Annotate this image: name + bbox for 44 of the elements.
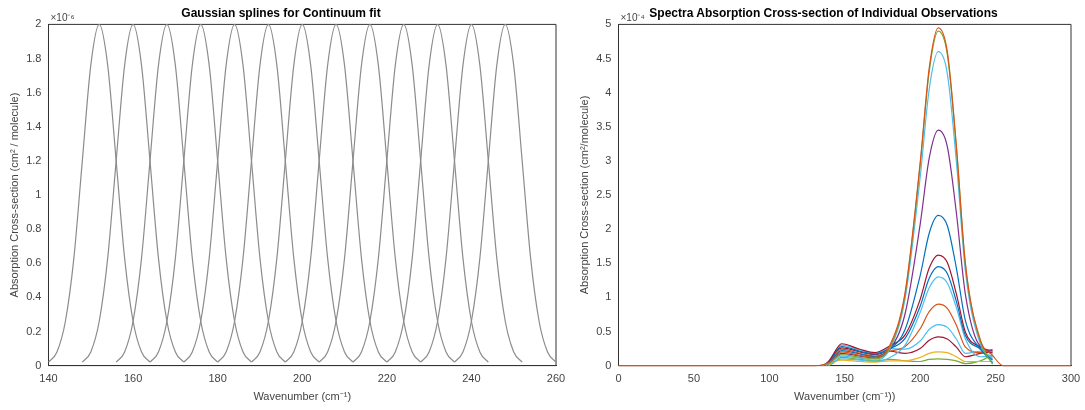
- x-tick-label: 200: [910, 372, 930, 385]
- chart-title: Gaussian splines for Continuum fit: [181, 5, 381, 20]
- x-tick-label: 250: [986, 372, 1005, 385]
- y-tick-label: 1.8: [26, 51, 42, 64]
- y-tick-label: 4.5: [596, 51, 612, 64]
- x-tick-label: 140: [39, 372, 58, 385]
- x-tick-label: 180: [208, 372, 227, 385]
- y-tick-label: 1: [35, 188, 42, 201]
- x-tick-label: 200: [293, 372, 312, 385]
- x-axis-title: Wavenumber (cm⁻¹): [253, 390, 352, 403]
- y-tick-label: 1.5: [596, 256, 612, 269]
- y-tick-label: 0: [605, 358, 612, 371]
- y-tick-label: 0.5: [596, 324, 612, 337]
- x-tick-label: 260: [546, 372, 566, 385]
- y-tick-label: 3: [605, 153, 612, 166]
- x-tick-label: 150: [835, 372, 854, 385]
- y-tick-label: 1: [605, 290, 612, 303]
- y-tick-label: 3.5: [596, 119, 612, 132]
- y-tick-label: 0.8: [26, 222, 42, 235]
- y-axis-title: Absorption Cross-section (cm² / molecule): [7, 92, 20, 298]
- y-tick-label: 1.4: [26, 119, 42, 132]
- y-axis-title: Absorption Cross-section (cm²/molecule): [577, 95, 590, 295]
- x-tick-label: 0: [615, 372, 622, 385]
- x-tick-label: 100: [760, 372, 779, 385]
- y-tick-label: 4: [605, 85, 612, 98]
- chart-title: Spectra Absorption Cross-section of Individual Observations: [649, 5, 998, 20]
- x-tick-label: 50: [687, 372, 701, 385]
- y-tick-label: 2: [35, 17, 42, 30]
- x-tick-label: 300: [1061, 372, 1081, 385]
- y-tick-label: 2: [605, 222, 612, 235]
- y-tick-label: 1.2: [26, 153, 42, 166]
- y-tick-label: 1.6: [26, 85, 42, 98]
- text: ×10⁻⁴: [620, 12, 645, 24]
- y-tick-label: 0.4: [26, 290, 42, 303]
- y-tick-label: 0: [35, 358, 42, 371]
- x-tick-label: 240: [462, 372, 481, 385]
- y-tick-label: 0.2: [26, 324, 42, 337]
- x-tick-label: 160: [123, 372, 143, 385]
- x-axis-title: Wavenumber (cm⁻¹)): [794, 390, 896, 403]
- y-tick-label: 5: [605, 17, 612, 30]
- text: ×10⁻⁶: [50, 12, 75, 24]
- y-tick-label: 2.5: [596, 188, 612, 201]
- y-tick-label: 0.6: [26, 256, 42, 269]
- x-tick-label: 220: [377, 372, 397, 385]
